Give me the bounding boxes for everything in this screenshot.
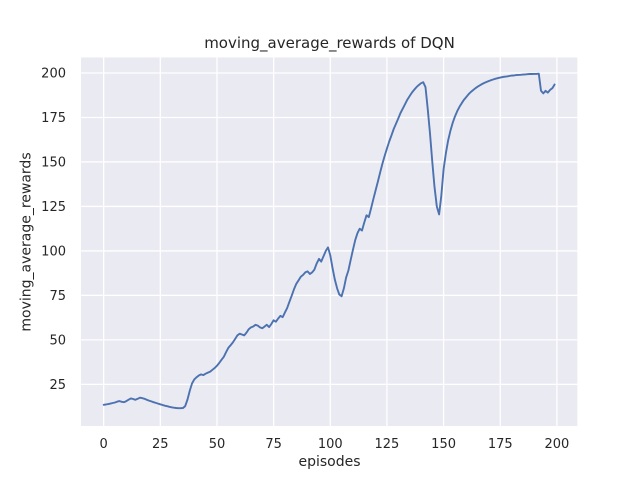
x-tick-label: 75 bbox=[265, 437, 282, 452]
axes-background bbox=[81, 57, 578, 426]
x-tick-label: 50 bbox=[209, 437, 226, 452]
y-tick-label: 50 bbox=[49, 333, 66, 348]
chart-title: moving_average_rewards of DQN bbox=[204, 34, 455, 52]
y-tick-label: 125 bbox=[41, 200, 66, 215]
y-tick-label: 150 bbox=[41, 156, 66, 171]
y-tick-label: 75 bbox=[49, 289, 66, 304]
x-tick-label: 0 bbox=[100, 437, 108, 452]
x-tick-label: 150 bbox=[431, 437, 456, 452]
y-tick-label: 100 bbox=[41, 245, 66, 260]
y-tick-label: 25 bbox=[49, 378, 66, 393]
x-tick-label: 100 bbox=[318, 437, 343, 452]
y-tick-label: 175 bbox=[41, 111, 66, 126]
x-axis-label: episodes bbox=[298, 454, 361, 470]
reward-line bbox=[102, 72, 556, 410]
x-tick-label: 125 bbox=[375, 437, 400, 452]
x-tick-label: 175 bbox=[488, 437, 513, 452]
x-tick-label: 25 bbox=[152, 437, 169, 452]
y-axis-label: moving_average_rewards bbox=[18, 152, 35, 332]
y-tick-label: 200 bbox=[41, 67, 66, 82]
x-tick-label: 200 bbox=[544, 437, 569, 452]
